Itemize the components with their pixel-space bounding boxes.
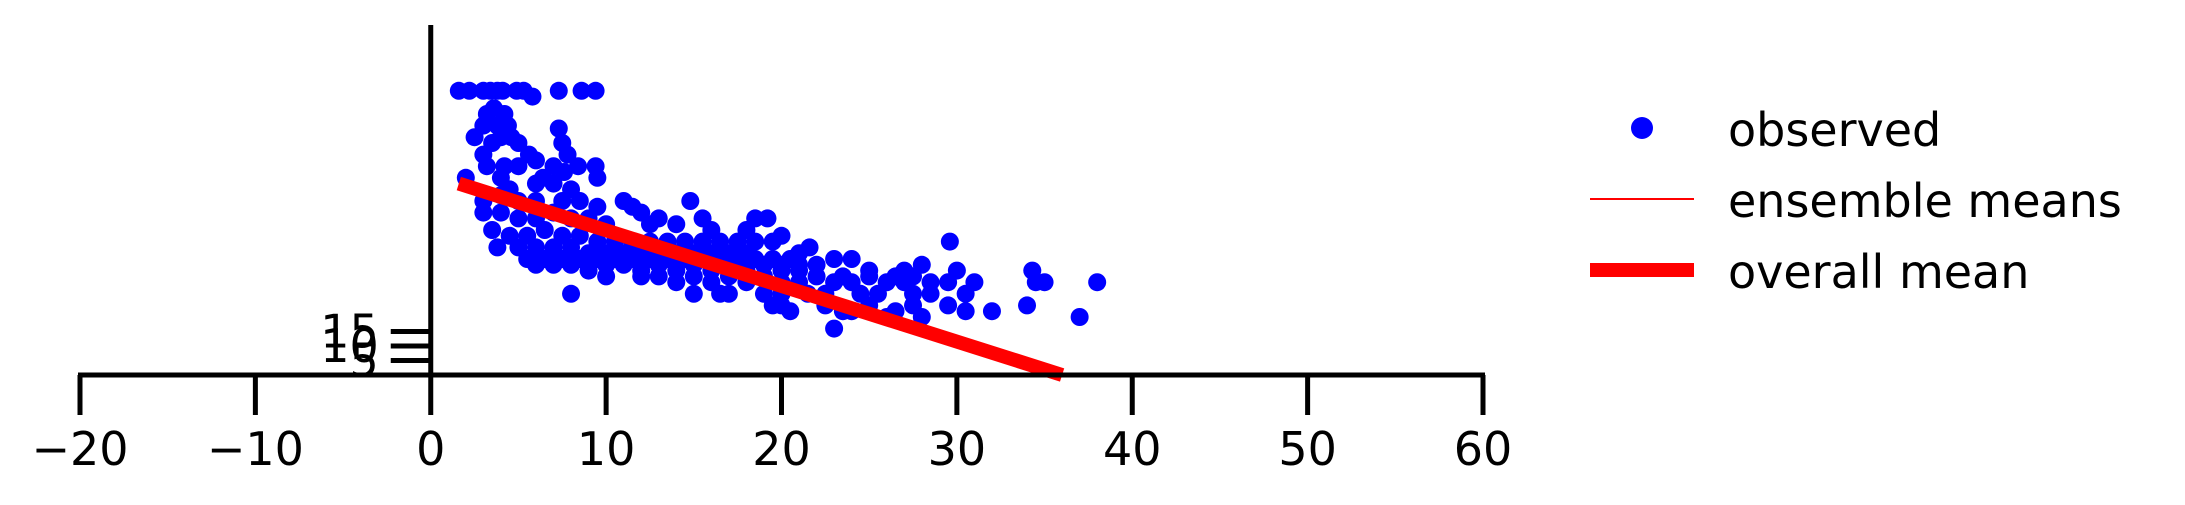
- data-point: [632, 267, 651, 286]
- data-point: [549, 81, 568, 100]
- data-point: [493, 81, 512, 100]
- legend-label: overall mean: [1728, 245, 2029, 299]
- legend-marker: [1631, 117, 1653, 139]
- data-point: [982, 302, 1001, 321]
- x-tick-label: 50: [1278, 422, 1337, 476]
- data-point: [558, 145, 577, 164]
- legend-label: observed: [1728, 103, 1941, 157]
- legend: observed ensemble means overall mean: [1590, 103, 2122, 299]
- data-point: [1018, 296, 1037, 315]
- data-point: [956, 302, 975, 321]
- data-point: [588, 168, 607, 187]
- data-point: [544, 174, 563, 193]
- data-point: [912, 308, 931, 326]
- data-point: [1035, 273, 1054, 292]
- data-point: [614, 255, 633, 274]
- data-point: [921, 284, 940, 303]
- data-point: [1088, 273, 1107, 292]
- legend-entry-ensemble-means: ensemble means: [1590, 174, 2122, 228]
- data-point: [956, 284, 975, 303]
- data-point: [825, 319, 844, 338]
- data-point: [681, 192, 700, 210]
- data-point: [597, 267, 616, 286]
- plot-area: [449, 81, 1107, 382]
- x-tick-label: 20: [752, 422, 811, 476]
- x-tick-label: −20: [31, 422, 128, 476]
- data-point: [509, 157, 528, 176]
- data-point: [460, 81, 479, 100]
- data-point: [860, 267, 879, 286]
- data-point: [483, 221, 502, 239]
- data-point: [684, 284, 703, 303]
- data-point: [667, 215, 686, 234]
- data-point: [572, 81, 591, 100]
- data-point: [523, 87, 542, 106]
- data-point: [640, 215, 659, 234]
- data-point: [509, 209, 528, 228]
- data-point: [667, 273, 686, 292]
- data-point: [939, 273, 958, 292]
- data-point: [535, 221, 554, 239]
- y-tick-label: 5: [349, 334, 378, 388]
- data-point: [842, 250, 861, 268]
- data-point: [569, 157, 588, 176]
- y-tick-label: 10: [320, 319, 379, 373]
- data-point: [719, 284, 738, 303]
- data-point: [763, 232, 782, 251]
- data-point: [555, 163, 574, 181]
- legend-label: ensemble means: [1728, 174, 2122, 228]
- data-point: [465, 128, 484, 147]
- data-point: [570, 192, 589, 210]
- data-point: [544, 255, 563, 274]
- data-point: [474, 203, 493, 222]
- data-point: [562, 284, 581, 303]
- legend-entry-observed: observed: [1631, 103, 1941, 157]
- data-point: [940, 232, 959, 251]
- data-point: [526, 255, 545, 274]
- x-tick-label: −10: [207, 422, 304, 476]
- data-point: [562, 255, 581, 274]
- data-point: [586, 81, 605, 100]
- data-point: [684, 267, 703, 286]
- x-tick-label: 60: [1454, 422, 1513, 476]
- data-point: [1070, 308, 1089, 326]
- data-point: [939, 296, 958, 315]
- x-tick-label: 0: [416, 422, 445, 476]
- x-tick-label: 30: [928, 422, 987, 476]
- data-point: [477, 157, 496, 176]
- data-point: [509, 134, 528, 152]
- data-point: [807, 267, 826, 286]
- y-tick-label: 15: [320, 305, 379, 359]
- data-point: [781, 302, 800, 321]
- legend-entry-overall-mean: overall mean: [1590, 245, 2029, 299]
- data-point: [491, 203, 510, 222]
- data-point: [549, 119, 568, 138]
- data-point: [649, 267, 668, 286]
- data-point: [579, 261, 598, 280]
- data-point: [800, 238, 819, 257]
- data-point: [526, 174, 545, 193]
- x-tick-label: 10: [577, 422, 636, 476]
- data-point: [825, 250, 844, 268]
- x-tick-label: 40: [1103, 422, 1162, 476]
- data-point: [526, 151, 545, 170]
- data-point: [758, 209, 777, 228]
- data-point: [488, 238, 507, 257]
- series-line-overall-mean: [456, 176, 1065, 382]
